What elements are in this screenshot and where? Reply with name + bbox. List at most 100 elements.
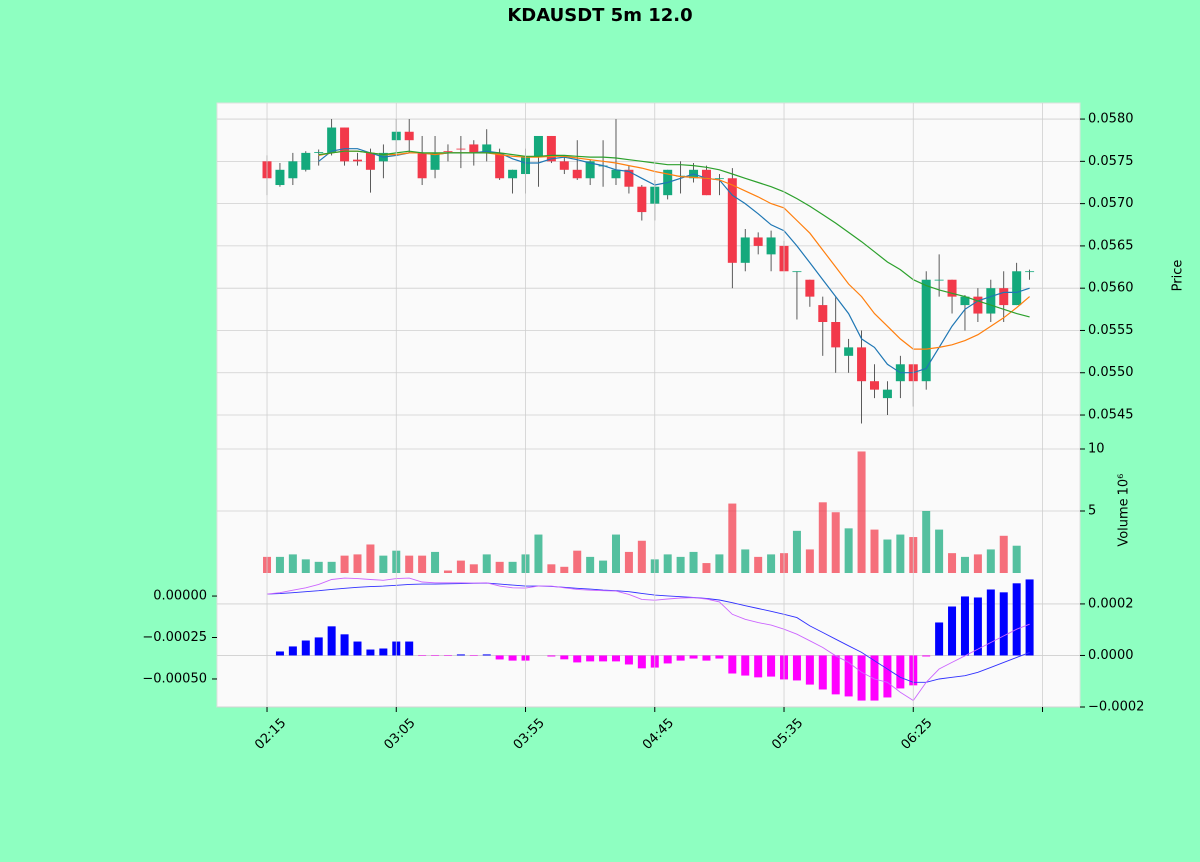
macd-histogram-bar [288,646,297,656]
volume-bar [340,555,349,573]
macd-histogram-bar [857,655,866,701]
macd-histogram-bar [935,622,944,656]
candle-body [973,296,983,314]
macd-histogram-bar [948,606,957,656]
macd-histogram-bar [379,648,388,656]
x-tick-label: 06:25 [898,716,935,753]
macd-histogram-bar [767,655,776,677]
candle-body [340,127,350,162]
y-tick-label: 0.0550 [1088,365,1134,380]
candle-body [921,279,931,382]
volume-bar [547,564,556,573]
volume-bar [663,554,672,573]
volume-bar [611,534,620,573]
macd-histogram-bar [573,655,582,663]
macd-histogram-bar [896,655,905,689]
volume-bar [327,561,336,573]
volume-bar [676,556,685,573]
macd-histogram-bar [1012,583,1021,656]
macd-histogram-bar [586,655,595,662]
macd-histogram-bar [443,655,452,656]
candle-body [352,159,362,162]
chart-title: KDAUSDT 5m 12.0 [507,5,692,26]
x-tick-label: 04:45 [640,716,677,753]
candle-body [365,152,375,170]
macd-histogram-bar [456,654,465,656]
y-tick-label: 0.0570 [1088,196,1134,211]
volume-bar [831,512,840,573]
volume-bar [741,549,750,573]
volume-bar [728,503,737,573]
macd-histogram-bar [327,626,336,656]
candle-body [844,347,854,356]
macd-histogram-bar [818,655,827,690]
volume-bar [1012,545,1021,573]
candle-body [572,169,582,179]
candle-body [857,347,867,382]
volume-bar [702,563,711,573]
macd-histogram-bar [754,655,763,678]
volume-bar [301,559,310,573]
candle-body [869,381,879,390]
candle-body [947,279,957,297]
candle-body [714,178,724,180]
volume-bar [405,555,414,573]
macd-histogram-bar [624,655,633,665]
volume-bar [767,554,776,573]
volume-bar [508,561,517,573]
volume-bar [818,502,827,573]
macd-histogram-bar [431,655,440,656]
y-tick-label: 10 [1088,441,1105,456]
volume-bar [922,510,931,573]
macd-histogram-bar [715,655,724,659]
volume-bar [469,564,478,573]
volume-bar [443,570,452,573]
macd-histogram-bar [702,655,711,661]
macd-histogram-bar [792,655,801,681]
macd-histogram-bar [405,641,414,656]
macd-histogram-bar [676,655,685,661]
volume-bar [870,529,879,573]
candle-body [882,389,892,399]
candle-body [1025,271,1035,273]
candle-body [417,152,427,179]
candle-body [327,127,337,153]
candle-body [792,271,802,273]
y-tick-label: −0.00025 [142,630,207,645]
macd-histogram-bar [340,634,349,656]
macd-histogram-bar [883,655,892,698]
macd-line [266,582,1030,683]
volume-bar [431,551,440,573]
x-tick-label: 03:55 [511,716,548,753]
y-tick-label: 0.00000 [153,589,207,604]
macd-histogram-bar [495,655,504,660]
candle-body [508,169,518,179]
x-tick-label: 05:35 [769,716,806,753]
candle-body [818,305,828,323]
macd-histogram-bar [831,655,840,695]
candle-body [960,296,970,306]
macd-histogram-bar [960,596,969,656]
volume-bar [999,535,1008,573]
x-tick-label: 02:15 [252,716,289,753]
x-tick-label: 03:05 [381,716,418,753]
macd-histogram-bar [1025,579,1034,656]
volume-bar [973,554,982,573]
volume-bar [715,554,724,573]
macd-histogram-bar [314,637,323,656]
macd-histogram-bar [663,655,672,664]
volume-bar [586,556,595,573]
volume-bar [857,451,866,573]
candle-body [766,237,776,255]
volume-bar [754,556,763,573]
y-axis-scale: 10⁶ [1117,474,1132,496]
moving-average [318,150,1030,350]
macd-histogram-bar [469,655,478,656]
candle-body [482,144,492,153]
macd-histogram-bar [741,655,750,676]
macd-histogram-bar [508,655,517,661]
macd-histogram-bar [353,641,362,656]
candle-body [559,161,569,170]
volume-bar [689,551,698,573]
